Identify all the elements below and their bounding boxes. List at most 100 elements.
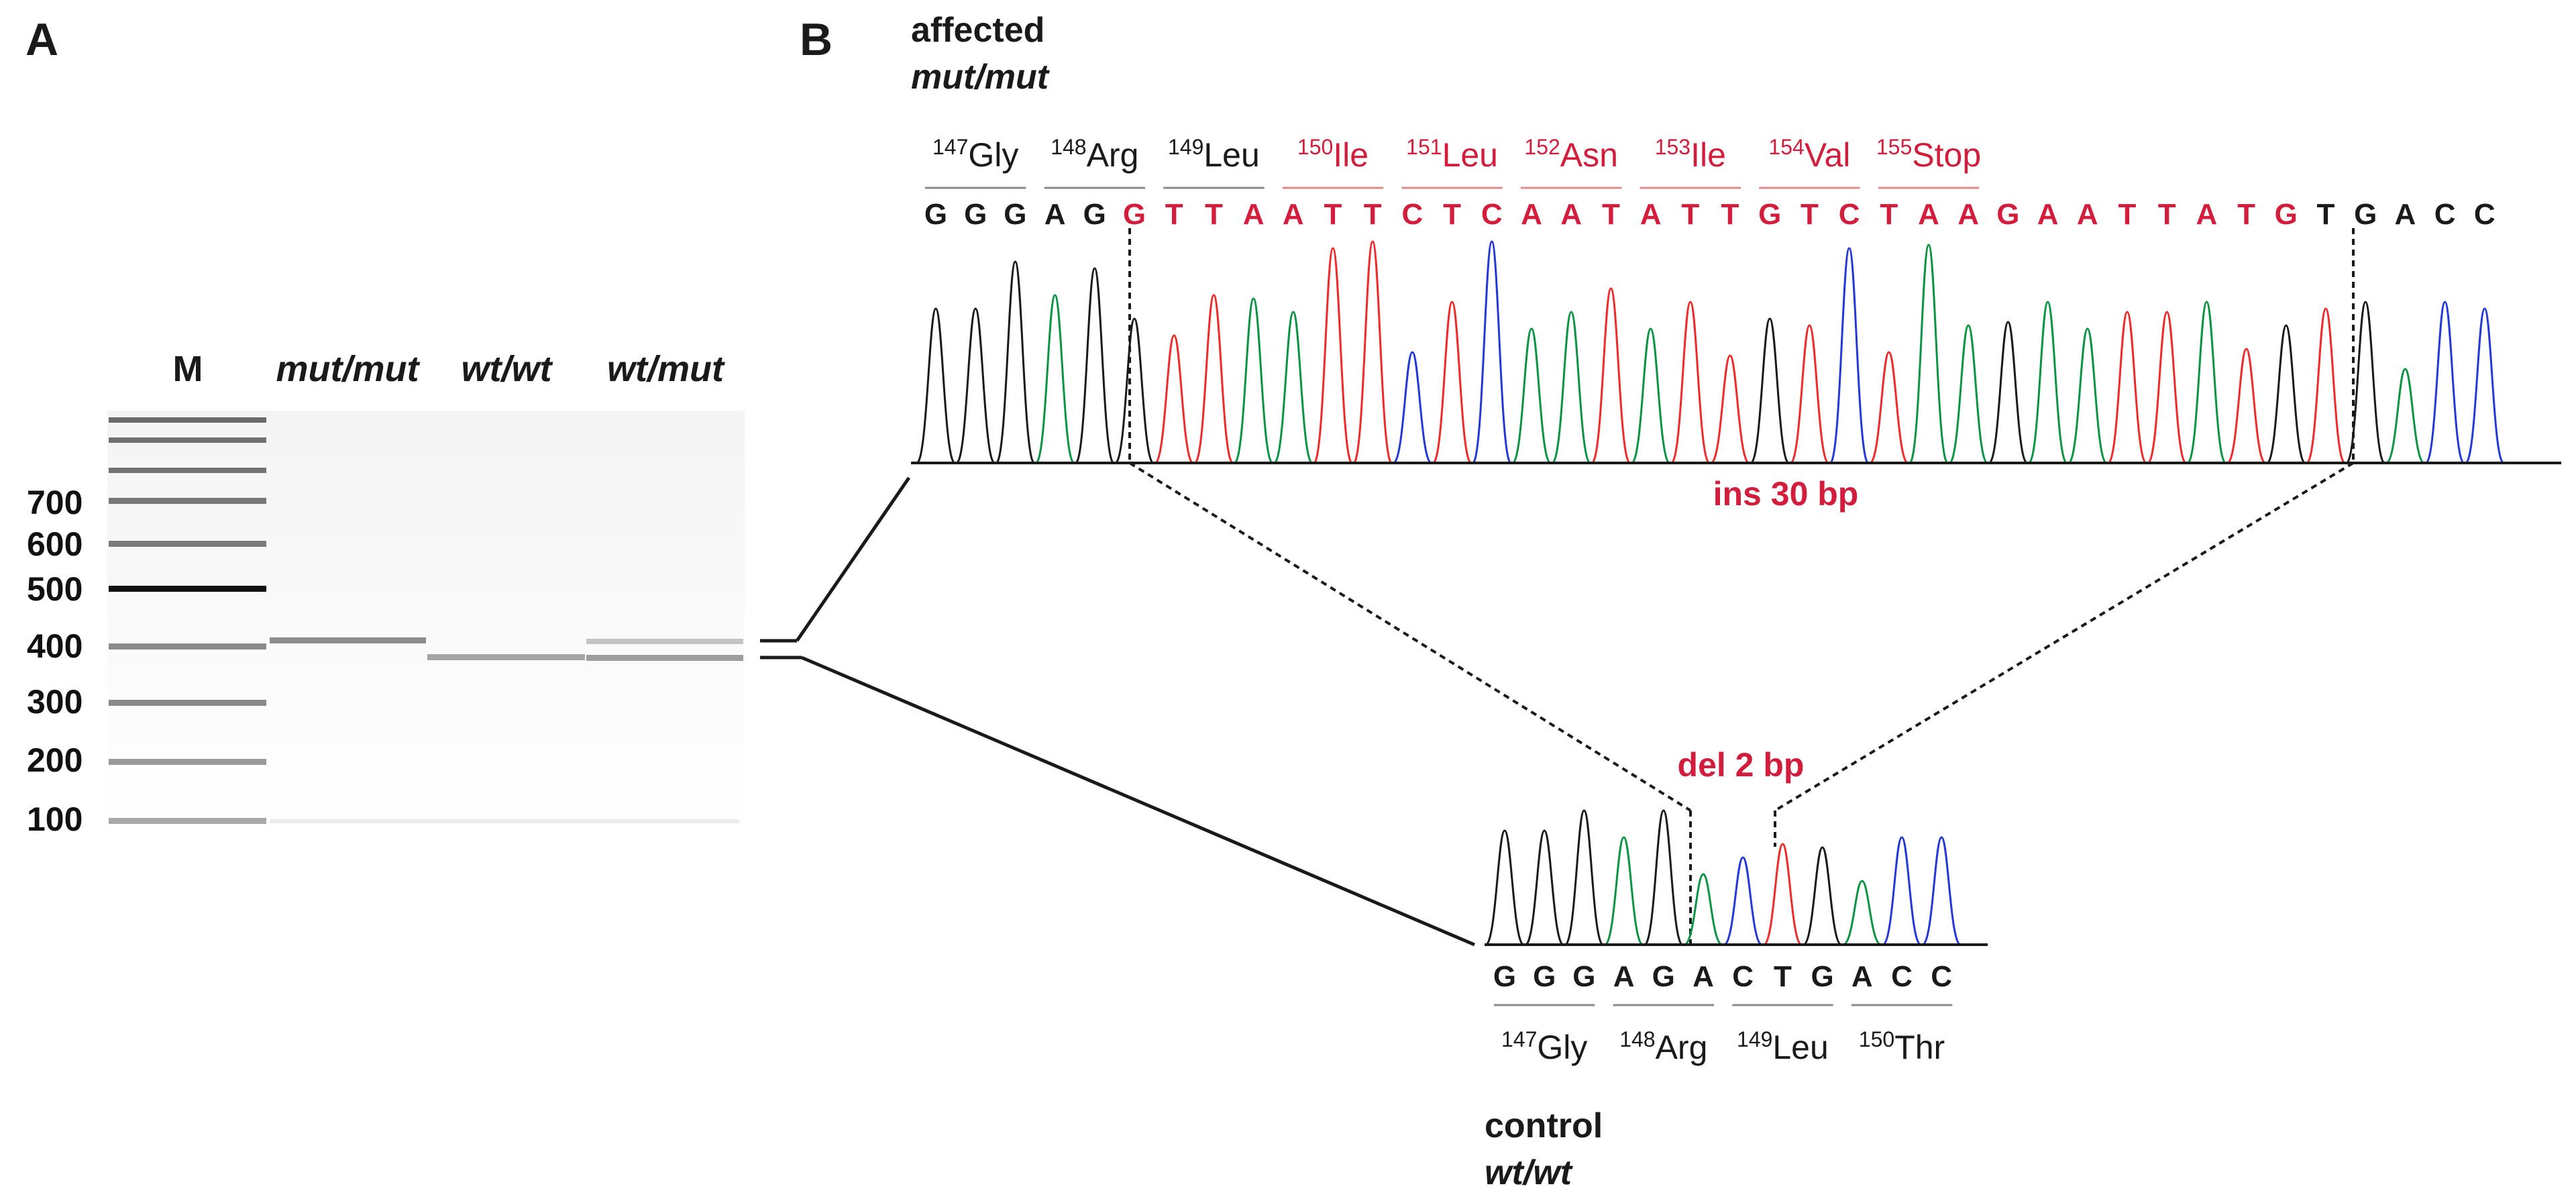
chromatogram-peak	[1471, 240, 1512, 464]
chromatogram-peak	[1154, 334, 1195, 464]
ladder-label-700: 700	[27, 484, 83, 521]
chromatogram-peak	[2067, 327, 2108, 464]
control-title: control	[1485, 1106, 1603, 1145]
affected-title: affected	[911, 11, 1044, 50]
sequence-base: A	[1957, 198, 1979, 231]
codon-number: 149	[1737, 1027, 1772, 1051]
codon-number: 148	[1619, 1027, 1655, 1051]
codon-amino-acid: Asn	[1560, 136, 1618, 174]
sequence-base: G	[2275, 198, 2298, 231]
chromatogram-peak	[2306, 307, 2346, 464]
panel-a-label: A	[25, 14, 58, 65]
codon-amino-acid: Gly	[968, 136, 1018, 174]
mapping-lines	[1128, 228, 2355, 945]
ladder-band	[109, 541, 266, 547]
sequence-base: G	[2354, 198, 2377, 231]
sequence-base: G	[1652, 960, 1675, 993]
sequence-base: T	[1721, 198, 1739, 231]
codon-amino-acid: Stop	[1912, 136, 1981, 174]
chromatogram-peak	[1485, 829, 1525, 946]
chromatogram-peak	[1313, 247, 1353, 464]
sequence-base: G	[1493, 960, 1516, 993]
sequence-base: T	[1364, 198, 1382, 231]
sequence-base: T	[2118, 198, 2137, 231]
sequence-base: T	[1880, 198, 1898, 231]
chromatogram-peak	[1842, 880, 1882, 946]
chromatogram-peak	[1988, 321, 2029, 464]
ladder-band	[109, 417, 266, 423]
primer-dimer-smear	[270, 819, 739, 823]
sequence-base: T	[1681, 198, 1699, 231]
sequence-base: G	[964, 198, 987, 231]
sequence-base: T	[1774, 960, 1792, 993]
codon-label: 147Gly	[1501, 1027, 1587, 1066]
codon-number: 152	[1524, 135, 1560, 159]
chromatogram-peak	[1604, 836, 1644, 946]
ladder-band	[109, 586, 266, 592]
sequence-base: G	[1083, 198, 1106, 231]
chromatogram-peak	[1074, 267, 1115, 464]
codon-label: 147Gly	[932, 135, 1018, 174]
chromatogram-peak	[1193, 294, 1234, 464]
affected-genotype: mut/mut	[911, 58, 1051, 97]
sequence-base: A	[1851, 960, 1873, 993]
chromatogram-peak	[1591, 287, 1631, 464]
codon-number: 150	[1859, 1027, 1894, 1051]
codon-amino-acid: Leu	[1203, 136, 1259, 174]
sequence-base: T	[1205, 198, 1223, 231]
sequence-base: C	[1481, 198, 1503, 231]
codon-amino-acid: Ile	[1690, 136, 1726, 174]
sequence-base: A	[1283, 198, 1304, 231]
sequence-base: A	[1640, 198, 1662, 231]
sequence-base: C	[1891, 960, 1913, 993]
sequence-base: G	[1758, 198, 1781, 231]
ladder-band	[109, 700, 266, 706]
sequence-base: C	[1732, 960, 1754, 993]
sequence-base: A	[2037, 198, 2059, 231]
chromatogram-peak	[1909, 244, 1949, 464]
codon-number: 147	[932, 135, 968, 159]
sequence-base: A	[2077, 198, 2098, 231]
sequence-base: C	[2474, 198, 2496, 231]
lane-label-wt-mut: wt/mut	[607, 349, 725, 389]
codon-amino-acid: Thr	[1894, 1029, 1945, 1066]
sequence-base: C	[2434, 198, 2456, 231]
sequence-base: C	[1402, 198, 1424, 231]
deletion-annotation: del 2 bp	[1678, 746, 1805, 784]
ladder-label-400: 400	[27, 627, 83, 665]
codon-label: 148Arg	[1051, 135, 1138, 174]
ladder-label-200: 200	[27, 741, 83, 779]
chromatogram-peak	[1803, 846, 1842, 946]
sequence-base: T	[1165, 198, 1183, 231]
chromatogram-peak	[1789, 324, 1830, 464]
chromatogram-peak	[1233, 297, 1274, 464]
codon-label: 149Leu	[1737, 1027, 1829, 1066]
sequence-base: G	[1123, 198, 1146, 231]
chromatogram-peak	[1643, 809, 1684, 946]
ladder-band	[109, 468, 266, 473]
chromatogram-peak	[1921, 836, 1962, 946]
sequence-base: A	[1044, 198, 1066, 231]
chromatogram-peak	[1829, 247, 1870, 464]
ladder-band	[109, 759, 266, 765]
codon-label: 150Thr	[1859, 1027, 1945, 1066]
sequence-base: A	[1918, 198, 1939, 231]
sequence-base: T	[2158, 198, 2176, 231]
control-genotype: wt/wt	[1485, 1153, 1574, 1192]
codon-label: 151Leu	[1406, 135, 1498, 174]
sequence-base: C	[1931, 960, 1952, 993]
sequence-base: G	[1996, 198, 2019, 231]
sequence-base: G	[1811, 960, 1833, 993]
chromatogram-peak	[1763, 843, 1803, 946]
codon-label: 154Val	[1768, 135, 1850, 174]
chromatogram-peak	[2424, 301, 2465, 464]
chromatogram-peak	[1882, 836, 1922, 946]
codon-amino-acid: Arg	[1087, 136, 1139, 174]
sequence-base: A	[1560, 198, 1582, 231]
codon-number: 154	[1768, 135, 1804, 159]
insertion-annotation: ins 30 bp	[1713, 475, 1859, 513]
codon-number: 149	[1168, 135, 1203, 159]
sequence-base: T	[2317, 198, 2335, 231]
